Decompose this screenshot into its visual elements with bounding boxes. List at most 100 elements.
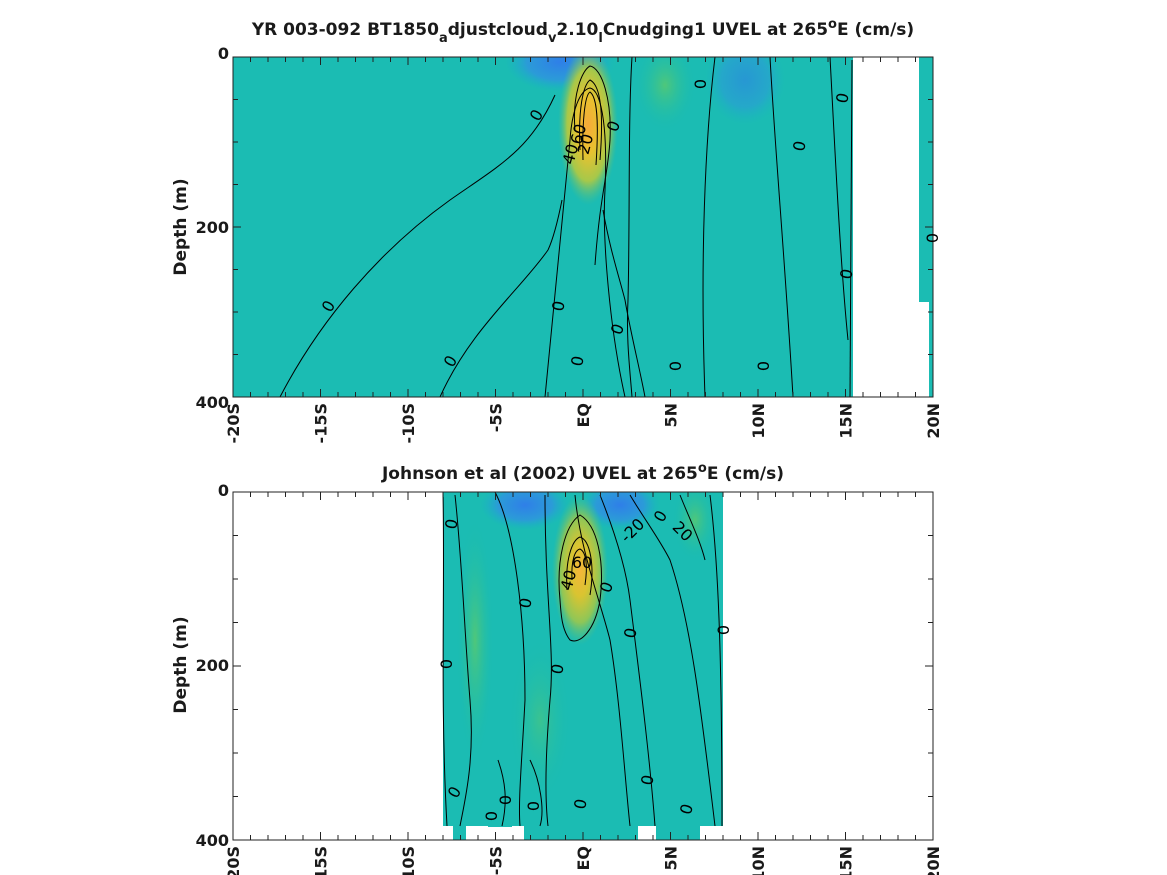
- y-tick-label: 400: [196, 393, 229, 412]
- p1-contour-label: 0: [832, 91, 852, 104]
- panel-2-contours: [442, 492, 723, 827]
- p1-contour: [573, 65, 611, 266]
- p1-contour: [544, 87, 626, 397]
- panel-2-mask: [512, 826, 524, 840]
- panel-1-mask-e: [853, 57, 861, 77]
- panel-2-mask: [466, 826, 488, 840]
- panel-1-contour-labels: 0 0 0 0 0 0 0 0 0 0 0 0 0 0 40 20 60: [318, 79, 942, 371]
- title-segment: Cnudging1 UVEL at 265: [603, 20, 828, 40]
- panel-2-green-east: [673, 492, 717, 560]
- title-segment: v: [548, 31, 557, 46]
- title-segment: 2.10: [556, 20, 598, 40]
- title-segment: a: [439, 31, 448, 46]
- panel-1-green-surface: [635, 57, 695, 130]
- panel-2-bottom-strip: [453, 826, 466, 840]
- x-tick-label: -5S: [487, 403, 506, 432]
- panel-2-title: Johnson et al (2002) UVEL at 265oE (cm/s…: [381, 461, 784, 484]
- y-tick-label: 200: [196, 656, 229, 675]
- panel-1-contours: [279, 57, 853, 397]
- panel-1-ytick-labels: 0 200 400: [196, 44, 229, 412]
- x-tick-label: 10N: [749, 846, 768, 875]
- p1-contour-label: 0: [691, 79, 710, 89]
- panel-1-mask-b: [910, 57, 919, 107]
- p2-contour: [566, 536, 593, 596]
- p2-contour-label: 0: [441, 517, 461, 530]
- panel-2-bottom-strip: [524, 826, 638, 840]
- panel-1-blue-surface-east: [705, 57, 785, 125]
- y-tick-label: 400: [196, 831, 229, 850]
- p1-contour-label: 0: [754, 361, 773, 371]
- x-tick-label: -10S: [399, 403, 418, 443]
- p2-contour-label: 0: [437, 659, 456, 669]
- panel-2-ylabel: Depth (m): [171, 616, 191, 713]
- title-segment: E (cm/s): [707, 464, 784, 484]
- title-segment: Johnson et al (2002) UVEL at 265: [381, 464, 698, 484]
- p2-contour: [709, 494, 723, 827]
- p2-contour-label: 40: [557, 568, 581, 593]
- x-tick-label: -20S: [224, 846, 243, 875]
- y-tick-label: 200: [196, 218, 229, 237]
- panel-2-mask: [700, 826, 723, 840]
- p2-contour: [497, 759, 506, 827]
- p1-contour: [279, 94, 556, 397]
- panel-2-field: [442, 492, 723, 840]
- p2-contour-label: 0: [676, 802, 697, 817]
- x-tick-label: 15N: [837, 846, 856, 875]
- x-tick-label: -10S: [399, 846, 418, 875]
- p2-contour: [629, 494, 716, 827]
- p1-contour: [579, 79, 602, 161]
- x-tick-label: -15S: [312, 403, 331, 443]
- p2-contour: [529, 759, 543, 827]
- p2-contour: [442, 492, 448, 827]
- p1-contour: [769, 57, 794, 397]
- p2-contour: [454, 494, 472, 827]
- p2-contour: [494, 492, 526, 827]
- panel-1-mask-d: [910, 302, 929, 397]
- y-tick-label: 0: [218, 481, 229, 500]
- p2-contour-label: 0: [620, 626, 640, 639]
- p1-contour-label: 0: [567, 354, 587, 367]
- x-tick-label: -15S: [312, 846, 331, 875]
- panel-2-green-west: [457, 520, 493, 760]
- x-tick-label: -5S: [487, 846, 506, 875]
- p2-contour-label: 0: [482, 811, 501, 821]
- panel-2: Johnson et al (2002) UVEL at 265oE (cm/s…: [171, 461, 943, 875]
- p1-contour-label: 0: [548, 299, 568, 312]
- title-segment: YR 003-092 BT1850: [251, 20, 439, 40]
- p2-contour: [679, 494, 706, 561]
- p2-contour-label: 0: [524, 801, 543, 811]
- p1-contour: [849, 59, 853, 397]
- p2-contour: [599, 494, 656, 827]
- p1-contour: [626, 57, 633, 397]
- p2-contour-label: 0: [714, 625, 733, 635]
- p1-contour-label: 40: [559, 142, 583, 167]
- p2-contour-label: 60: [572, 553, 592, 572]
- panel-2-mask: [443, 826, 453, 840]
- p1-contour-label: 0: [789, 139, 809, 152]
- x-tick-label: -20S: [224, 403, 243, 443]
- x-tick-label: 15N: [837, 403, 856, 439]
- panel-2-bottom-strip: [656, 826, 700, 840]
- title-segment: E (cm/s): [837, 20, 914, 40]
- panel-1-mask-a: [853, 57, 910, 397]
- p1-contour-label: 20: [574, 132, 598, 157]
- p1-contour-label: 0: [836, 267, 856, 280]
- panel-1-title: YR 003-092 BT1850adjustcloudv2.10lCnudgi…: [251, 17, 914, 46]
- p1-contour: [702, 57, 716, 397]
- x-tick-label: 5N: [662, 403, 681, 428]
- panel-2-xtick-labels: -20S -15S -10S -5S EQ 5N 10N 15N 20N: [224, 846, 943, 875]
- title-segment: o: [698, 461, 707, 476]
- panel-1-xtick-labels: -20S -15S -10S -5S EQ 5N 10N 15N 20N: [224, 403, 943, 443]
- x-tick-label: 20N: [924, 403, 943, 439]
- p2-contour: [571, 548, 587, 586]
- panel-2-green-deep: [510, 640, 570, 800]
- x-tick-label: EQ: [574, 403, 593, 428]
- y-tick-label: 0: [218, 44, 229, 63]
- p2-contour-label: 0: [496, 795, 515, 805]
- x-tick-label: 5N: [662, 846, 681, 871]
- title-segment: l: [598, 31, 602, 46]
- x-tick-label: 20N: [924, 846, 943, 875]
- panel-2-ticks: [232, 491, 934, 841]
- panel-1-ylabel: Depth (m): [171, 178, 191, 275]
